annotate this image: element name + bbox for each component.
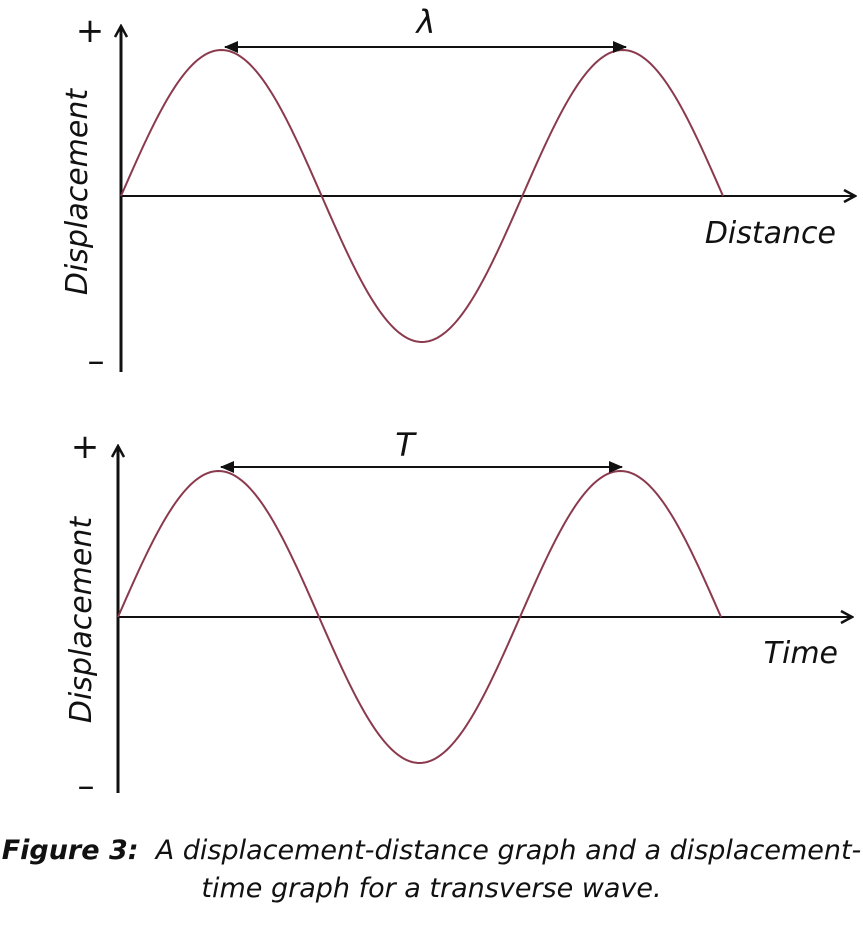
- y-axis-title: Displacement: [64, 516, 99, 723]
- x-axis-title: Distance: [705, 216, 836, 251]
- x-axis-title: Time: [764, 636, 838, 671]
- plus-sign: +: [76, 11, 105, 51]
- minus-sign: –: [78, 766, 95, 806]
- wavelength-label: λ: [415, 3, 436, 41]
- minus-sign: –: [88, 341, 105, 381]
- period-label: T: [395, 426, 417, 464]
- caption-label: Figure 3:: [1, 835, 139, 866]
- caption-text: A displacement-distance graph and a disp…: [155, 835, 862, 904]
- y-axis-title: Displacement: [60, 88, 95, 295]
- displacement-distance-graph: λ + – Distance Displacement: [60, 3, 855, 381]
- plus-sign: +: [71, 427, 100, 467]
- displacement-time-graph: T + – Time Displacement: [64, 426, 852, 806]
- figure-caption: Figure 3: A displacement-distance graph …: [0, 832, 863, 908]
